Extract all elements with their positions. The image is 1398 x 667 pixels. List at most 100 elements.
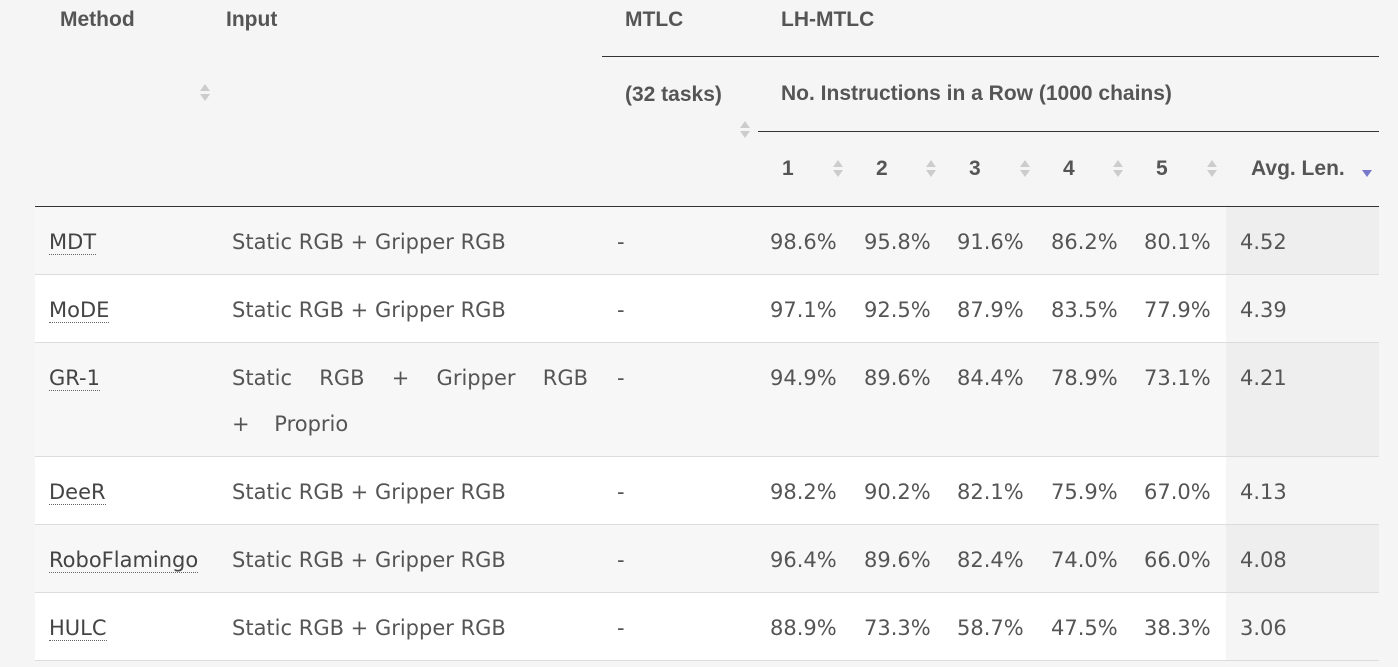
method-cell: DeeR (35, 456, 218, 525)
n3-cell: 87.9% (945, 274, 1039, 343)
table-header: Method Input MTLC LH-MTLC (32 tasks) (35, 0, 1380, 207)
method-link[interactable]: GR-1 (49, 366, 100, 392)
sort-arrows-icon[interactable] (1020, 160, 1030, 178)
table-row: MDT Static RGB + Gripper RGB - 98.6% 95.… (35, 206, 1380, 275)
table-body: MDT Static RGB + Gripper RGB - 98.6% 95.… (35, 206, 1380, 661)
n5-cell: 77.9% (1132, 274, 1226, 343)
column-header-input[interactable]: Input (218, 0, 777, 207)
n1-cell: 98.6% (758, 206, 852, 275)
column-header-input-label: Input (226, 8, 278, 31)
column-header-3[interactable]: 3 (945, 131, 1039, 207)
input-text: Static RGB + Gripper RGB (232, 230, 506, 254)
n4-cell: 47.5% (1039, 592, 1132, 661)
method-link[interactable]: MDT (49, 230, 97, 256)
column-group-header-lh-mtlc-label: LH-MTLC (781, 8, 875, 31)
n5-cell: 67.0% (1132, 456, 1226, 525)
mtlc-cell: - (602, 456, 758, 525)
n5-cell: 73.1% (1132, 342, 1226, 457)
avg-len-cell: 4.21 (1226, 342, 1380, 457)
column-group-header-instructions-label: No. Instructions in a Row (1000 chains) (781, 82, 1172, 105)
mtlc-cell: - (602, 524, 758, 593)
avg-len-cell: 4.52 (1226, 206, 1380, 275)
method-cell: HULC (35, 592, 218, 661)
method-cell: GR-1 (35, 342, 218, 457)
column-group-header-mtlc: MTLC (602, 0, 758, 57)
table-row: RoboFlamingo Static RGB + Gripper RGB - … (35, 524, 1380, 593)
n1-cell: 94.9% (758, 342, 852, 457)
column-header-4-label: 4 (1063, 157, 1075, 180)
input-text: Static RGB + Gripper RGB (232, 616, 506, 640)
mtlc-cell: - (602, 342, 758, 457)
mtlc-cell: - (602, 206, 758, 275)
n3-cell: 82.4% (945, 524, 1039, 593)
input-cell: Static RGB + Gripper RGB (218, 206, 602, 275)
n3-cell: 82.1% (945, 456, 1039, 525)
input-cell: Static RGB + Gripper RGB (218, 274, 602, 343)
method-link[interactable]: HULC (49, 616, 107, 642)
method-cell: MoDE (35, 274, 218, 343)
sort-arrows-icon[interactable] (1207, 160, 1217, 178)
n4-cell: 75.9% (1039, 456, 1132, 525)
sort-arrows-icon[interactable] (833, 160, 843, 178)
table-row: DeeR Static RGB + Gripper RGB - 98.2% 90… (35, 456, 1380, 525)
n4-cell: 86.2% (1039, 206, 1132, 275)
column-header-method[interactable]: Method (35, 0, 218, 207)
column-header-5[interactable]: 5 (1132, 131, 1226, 207)
method-cell: RoboFlamingo (35, 524, 218, 593)
column-header-3-label: 3 (969, 157, 981, 180)
results-table: Method Input MTLC LH-MTLC (32 tasks) (35, 0, 1380, 661)
avg-len-cell: 4.39 (1226, 274, 1380, 343)
input-cell: Static RGB + Gripper RGB (218, 524, 602, 593)
input-cell: Static RGB + Gripper RGB + Proprio (218, 342, 602, 457)
input-cell: Static RGB + Gripper RGB (218, 456, 602, 525)
mtlc-cell: - (602, 274, 758, 343)
column-header-2-label: 2 (876, 157, 888, 180)
column-group-header-mtlc-label: MTLC (625, 8, 684, 31)
n2-cell: 73.3% (852, 592, 945, 661)
n5-cell: 80.1% (1132, 206, 1226, 275)
n2-cell: 95.8% (852, 206, 945, 275)
avg-len-cell: 4.08 (1226, 524, 1380, 593)
table-row: MoDE Static RGB + Gripper RGB - 97.1% 92… (35, 274, 1380, 343)
n4-cell: 83.5% (1039, 274, 1132, 343)
method-link[interactable]: MoDE (49, 298, 110, 324)
method-link[interactable]: RoboFlamingo (49, 548, 199, 574)
n1-cell: 97.1% (758, 274, 852, 343)
table-row: HULC Static RGB + Gripper RGB - 88.9% 73… (35, 592, 1380, 661)
n1-cell: 98.2% (758, 456, 852, 525)
input-text: Static RGB + Gripper RGB (232, 480, 506, 504)
column-header-1-label: 1 (782, 157, 794, 180)
column-group-header-instructions: No. Instructions in a Row (1000 chains) (758, 56, 1380, 132)
n2-cell: 90.2% (852, 456, 945, 525)
sort-arrows-icon[interactable] (926, 160, 936, 178)
input-text: Static RGB + Gripper RGB (232, 548, 506, 572)
input-text: Static RGB + Gripper RGB + Proprio (232, 366, 588, 436)
n3-cell: 91.6% (945, 206, 1039, 275)
column-header-5-label: 5 (1156, 157, 1168, 180)
n2-cell: 89.6% (852, 524, 945, 593)
column-header-4[interactable]: 4 (1039, 131, 1132, 207)
column-header-method-label: Method (60, 8, 135, 31)
method-link[interactable]: DeeR (49, 480, 106, 506)
n5-cell: 66.0% (1132, 524, 1226, 593)
n4-cell: 74.0% (1039, 524, 1132, 593)
column-header-mtlc-tasks-label: (32 tasks) (625, 83, 722, 106)
sort-arrows-icon[interactable] (740, 121, 750, 139)
column-header-avg-len-label: Avg. Len. (1251, 157, 1345, 180)
n4-cell: 78.9% (1039, 342, 1132, 457)
n1-cell: 96.4% (758, 524, 852, 593)
n3-cell: 58.7% (945, 592, 1039, 661)
n5-cell: 38.3% (1132, 592, 1226, 661)
table-row: GR-1 Static RGB + Gripper RGB + Proprio … (35, 342, 1380, 457)
method-cell: MDT (35, 206, 218, 275)
sort-arrows-icon[interactable] (200, 84, 210, 102)
input-cell: Static RGB + Gripper RGB (218, 592, 602, 661)
sort-arrows-icon[interactable] (1113, 160, 1123, 178)
column-header-avg-len[interactable]: Avg. Len. (1226, 131, 1380, 207)
column-header-mtlc-tasks[interactable]: (32 tasks) (602, 56, 758, 207)
sort-descending-icon[interactable] (1362, 160, 1372, 178)
avg-len-cell: 3.06 (1226, 592, 1380, 661)
column-header-2[interactable]: 2 (852, 131, 945, 207)
column-header-1[interactable]: 1 (758, 131, 852, 207)
n2-cell: 92.5% (852, 274, 945, 343)
